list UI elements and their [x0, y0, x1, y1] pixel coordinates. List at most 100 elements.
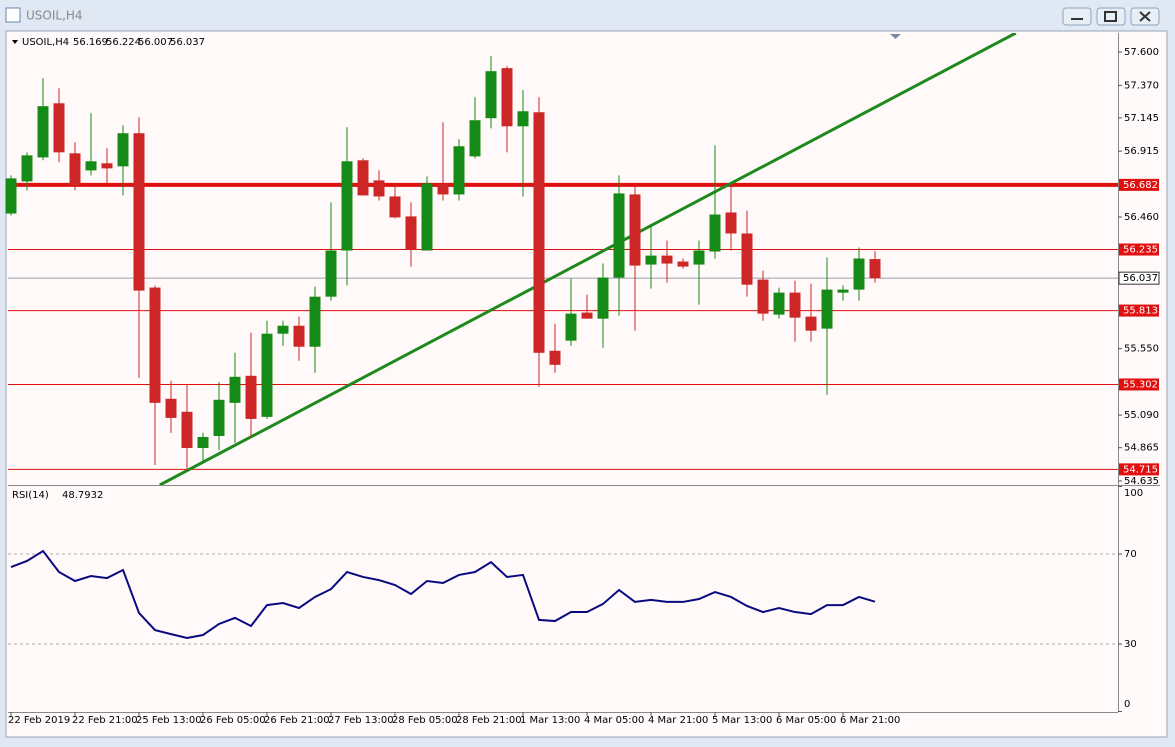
minimize-button[interactable] [1062, 7, 1092, 26]
header-close: 56.037 [170, 37, 205, 48]
candle-body [581, 312, 593, 319]
candle-body [405, 216, 417, 250]
y-tick-label: 56.460 [1124, 212, 1159, 223]
y-tick-label: 100 [1124, 488, 1143, 499]
candle-body [37, 106, 49, 158]
candle-body [837, 289, 849, 293]
candle-body [21, 155, 33, 182]
rsi-header-name: RSI(14) [12, 490, 49, 501]
candle-body [645, 255, 657, 265]
candle-body [421, 183, 433, 251]
x-tick-label: 4 Mar 05:00 [584, 715, 644, 726]
candle-body [213, 399, 225, 436]
level-label: 55.302 [1123, 379, 1158, 390]
x-tick-label: 4 Mar 21:00 [648, 715, 708, 726]
candle-body [757, 279, 769, 314]
restore-button[interactable] [1096, 7, 1126, 26]
level-tag [1119, 463, 1159, 476]
y-tick-label: 56.915 [1124, 146, 1159, 157]
candle-body [389, 196, 401, 218]
candle-body [805, 316, 817, 331]
last-price-label: 56.037 [1123, 273, 1158, 284]
candle-body [677, 261, 689, 267]
candle-body [373, 180, 385, 197]
candle-body [693, 250, 705, 265]
candle-body [245, 375, 257, 419]
candle-body [629, 194, 641, 266]
level-tag [1119, 243, 1159, 256]
resistance-tag [1119, 178, 1159, 191]
candle-body [549, 350, 561, 365]
candle-body [501, 68, 513, 127]
candle-body [469, 120, 481, 157]
y-tick-label: 70 [1124, 549, 1137, 560]
candle-body [773, 292, 785, 315]
rsi-line [10, 549, 876, 639]
candle-body [533, 112, 545, 353]
candle-body [309, 296, 321, 347]
y-tick-label: 0 [1124, 699, 1130, 710]
x-tick-label: 6 Mar 05:00 [776, 715, 836, 726]
y-tick-label: 57.145 [1124, 113, 1159, 124]
level-label: 54.715 [1123, 464, 1158, 475]
x-tick-label: 22 Feb 2019 [8, 715, 70, 726]
trendline [159, 33, 1017, 485]
candle-body [117, 133, 129, 167]
y-tick-label: 55.090 [1124, 410, 1159, 421]
level-tag [1119, 378, 1159, 391]
x-tick-label: 5 Mar 13:00 [712, 715, 772, 726]
y-tick-label: 30 [1124, 639, 1137, 650]
candle-body [341, 161, 353, 251]
candle-body [517, 111, 529, 127]
candle-body [821, 289, 833, 329]
candle-body [741, 233, 753, 285]
level-label: 56.235 [1123, 245, 1158, 256]
y-tick-label: 54.635 [1124, 476, 1159, 487]
candle-body [725, 212, 737, 234]
x-tick-label: 26 Feb 05:00 [200, 715, 266, 726]
candle-body [181, 411, 193, 448]
candle-body [261, 333, 273, 417]
candle-body [597, 277, 609, 319]
candle-body [53, 103, 65, 153]
header-high: 56.224 [106, 37, 141, 48]
shift-marker [890, 34, 901, 39]
x-tick-label: 28 Feb 05:00 [392, 715, 458, 726]
rsi-header-value: 48.7932 [62, 490, 103, 501]
y-tick-label: 57.370 [1124, 80, 1159, 91]
y-tick-label: 57.600 [1124, 47, 1159, 58]
candle-body [149, 287, 161, 403]
x-tick-label: 1 Mar 13:00 [520, 715, 580, 726]
restore-glyph [1104, 11, 1117, 22]
candle-body [869, 259, 881, 279]
x-tick-label: 27 Feb 13:00 [328, 715, 394, 726]
candle-body [197, 436, 209, 448]
candle-body [853, 258, 865, 290]
candle-body [485, 71, 497, 119]
candle-body [165, 398, 177, 418]
candle-body [661, 255, 673, 264]
candle-body [709, 214, 721, 252]
x-tick-label: 25 Feb 13:00 [136, 715, 202, 726]
x-tick-label: 26 Feb 21:00 [264, 715, 330, 726]
window-title: USOIL,H4 [26, 9, 83, 23]
last-price-tag [1118, 271, 1160, 285]
candle-body [5, 178, 17, 214]
candle-body [789, 292, 801, 318]
level-label: 55.813 [1123, 306, 1158, 317]
resistance-label: 56.682 [1123, 180, 1158, 191]
candle-body [133, 133, 145, 291]
candle-body [613, 193, 625, 278]
candle-body [437, 183, 449, 195]
candle-body [357, 160, 369, 196]
candle-body [453, 146, 465, 195]
candle-body [325, 250, 337, 297]
y-tick-label: 54.865 [1124, 443, 1159, 454]
candle-body [293, 325, 305, 347]
candle-body [565, 313, 577, 341]
y-tick-label: 55.550 [1124, 344, 1159, 355]
chart-header-symbol: USOIL,H4 [22, 37, 69, 48]
level-tag [1119, 304, 1159, 317]
